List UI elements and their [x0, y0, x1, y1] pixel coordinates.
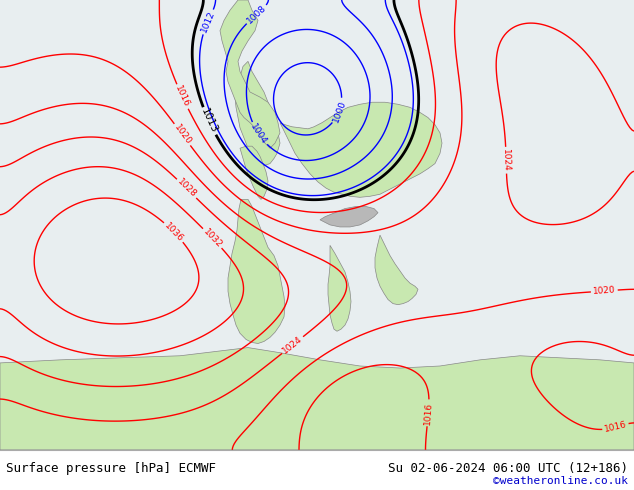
Text: 1024: 1024 — [281, 335, 304, 356]
Polygon shape — [280, 102, 442, 197]
Text: ©weatheronline.co.uk: ©weatheronline.co.uk — [493, 476, 628, 486]
Text: 1016: 1016 — [423, 401, 434, 425]
Polygon shape — [0, 347, 634, 450]
Text: 1013: 1013 — [199, 107, 219, 135]
Text: 1036: 1036 — [162, 220, 185, 244]
Text: Su 02-06-2024 06:00 UTC (12+186): Su 02-06-2024 06:00 UTC (12+186) — [388, 462, 628, 475]
Text: 1020: 1020 — [593, 286, 616, 296]
Polygon shape — [375, 235, 418, 305]
Text: 1016: 1016 — [604, 420, 628, 434]
Polygon shape — [235, 61, 280, 166]
Text: 1012: 1012 — [199, 9, 216, 34]
Text: Surface pressure [hPa] ECMWF: Surface pressure [hPa] ECMWF — [6, 462, 216, 475]
Text: 1008: 1008 — [245, 3, 268, 25]
Text: 1032: 1032 — [201, 227, 224, 249]
Polygon shape — [240, 146, 268, 199]
Text: 1016: 1016 — [174, 84, 191, 109]
Polygon shape — [320, 206, 378, 227]
Polygon shape — [228, 199, 285, 343]
Polygon shape — [328, 245, 351, 331]
Text: 1004: 1004 — [249, 122, 269, 146]
Text: 1028: 1028 — [175, 177, 198, 200]
Text: 1020: 1020 — [172, 123, 193, 147]
Text: 1000: 1000 — [331, 98, 347, 123]
Polygon shape — [220, 0, 280, 148]
Text: 1024: 1024 — [501, 148, 511, 172]
